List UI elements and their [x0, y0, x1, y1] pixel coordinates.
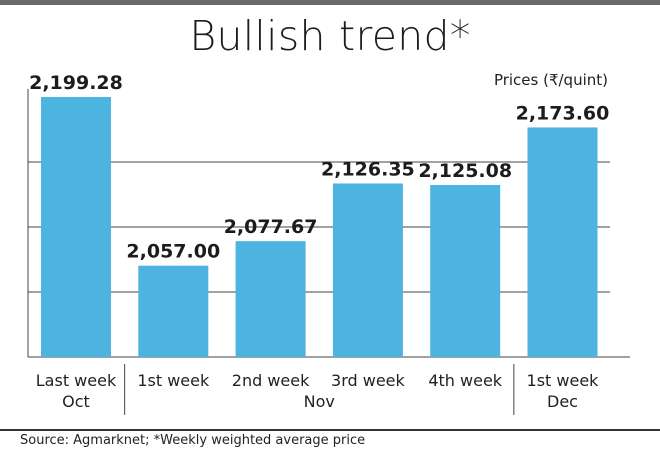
bar: [235, 241, 306, 357]
x-group-label: Nov: [304, 392, 335, 411]
x-tick-label: 4th week: [428, 371, 502, 390]
bar: [41, 97, 111, 357]
data-label: 2,057.00: [126, 241, 220, 263]
bar: [430, 184, 501, 357]
x-group-label: Oct: [62, 392, 90, 411]
x-tick-label: 1st week: [137, 371, 210, 390]
source-note: Source: Agmarknet; *Weekly weighted aver…: [20, 433, 366, 448]
data-label: 2,173.60: [516, 102, 610, 124]
x-tick-label: Last week: [36, 371, 117, 390]
bar: [527, 127, 598, 358]
data-label: 2,077.67: [224, 216, 318, 238]
chart-title: Bullish trend*: [189, 12, 471, 60]
bottom-rule: [0, 429, 660, 431]
unit-label: Prices (₹/quint): [493, 71, 608, 89]
bar-chart: 2,199.28 2,057.002,077.67 2,126.35 2,125.08…: [27, 72, 630, 415]
data-label: 2,199.28: [29, 72, 123, 94]
data-label: 2,125.08: [418, 160, 512, 182]
bar: [138, 265, 209, 357]
bar: [332, 183, 403, 357]
x-tick-label: 2nd week: [232, 371, 310, 390]
x-group-label: Dec: [547, 392, 578, 411]
data-label: 2,126.35: [321, 158, 415, 180]
x-tick-label: 3rd week: [331, 371, 405, 390]
top-rule: [0, 0, 660, 5]
x-tick-label: 1st week: [527, 371, 600, 390]
